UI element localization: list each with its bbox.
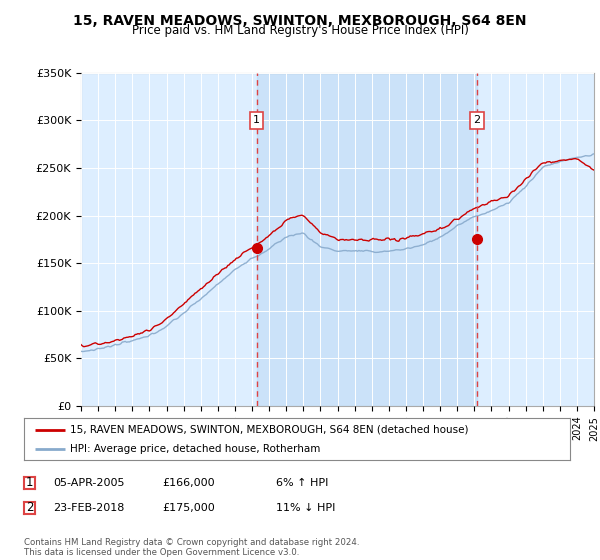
Text: 2: 2 bbox=[473, 115, 481, 125]
Text: 1: 1 bbox=[26, 476, 34, 489]
Text: Price paid vs. HM Land Registry's House Price Index (HPI): Price paid vs. HM Land Registry's House … bbox=[131, 24, 469, 37]
Text: 6% ↑ HPI: 6% ↑ HPI bbox=[276, 478, 328, 488]
Bar bbox=[257, 73, 477, 406]
Text: 15, RAVEN MEADOWS, SWINTON, MEXBOROUGH, S64 8EN (detached house): 15, RAVEN MEADOWS, SWINTON, MEXBOROUGH, … bbox=[70, 424, 469, 435]
Text: £175,000: £175,000 bbox=[162, 503, 215, 513]
Text: 05-APR-2005: 05-APR-2005 bbox=[53, 478, 124, 488]
Text: 15, RAVEN MEADOWS, SWINTON, MEXBOROUGH, S64 8EN: 15, RAVEN MEADOWS, SWINTON, MEXBOROUGH, … bbox=[73, 14, 527, 28]
Text: Contains HM Land Registry data © Crown copyright and database right 2024.
This d: Contains HM Land Registry data © Crown c… bbox=[24, 538, 359, 557]
Text: £166,000: £166,000 bbox=[162, 478, 215, 488]
Text: HPI: Average price, detached house, Rotherham: HPI: Average price, detached house, Roth… bbox=[70, 444, 321, 454]
Text: 23-FEB-2018: 23-FEB-2018 bbox=[53, 503, 124, 513]
Text: 1: 1 bbox=[253, 115, 260, 125]
Text: 11% ↓ HPI: 11% ↓ HPI bbox=[276, 503, 335, 513]
Text: 2: 2 bbox=[26, 501, 34, 515]
